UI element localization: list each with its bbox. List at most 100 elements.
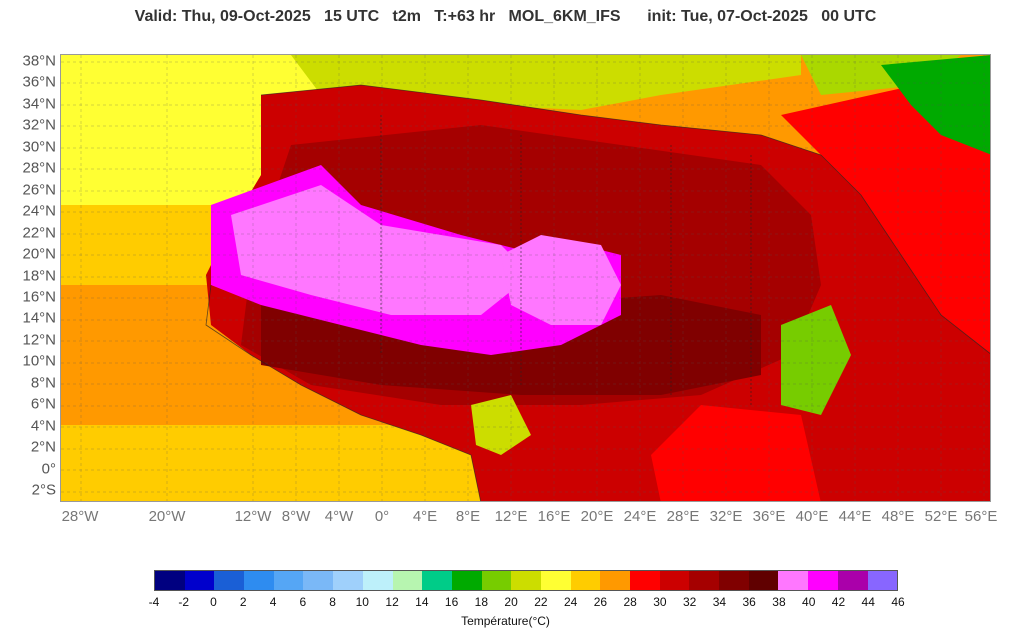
colorbar-tick-label: 34 [712,595,727,609]
temperature-colorbar [154,570,898,591]
colorbar-swatch [481,571,512,590]
latitude-label: 16°N [22,288,56,306]
colorbar-swatch [808,571,838,590]
colorbar-swatch [630,571,660,590]
colorbar-tick-label: 32 [682,595,697,609]
longitude-label: 36°E [752,508,786,525]
latitude-label: 6°N [30,395,56,413]
colorbar-tick-label: 12 [385,595,399,609]
colorbar-swatch [600,571,630,590]
colorbar-tick-label: 14 [415,595,429,609]
colorbar-swatch [303,571,334,590]
colorbar-swatch [778,571,809,590]
gulf-of-guinea-warm [61,425,511,501]
colorbar-tick-label: 46 [891,595,905,609]
latitude-label: 14°N [22,309,56,327]
colorbar-swatch [214,571,245,590]
colorbar-tick-label: 40 [802,595,816,609]
longitude-label: 0° [374,508,390,525]
colorbar-swatch [184,571,215,590]
colorbar-tick-label: 38 [772,595,786,609]
colorbar-tick-label: 16 [444,595,459,609]
arabia-hot [781,75,990,354]
colorbar-swatch [748,571,779,590]
colorbar-tick-label: 6 [299,595,307,609]
colorbar-title: Température(°C) [461,614,550,628]
colorbar-tick-label: -4 [148,595,160,609]
colorbar-swatch [362,571,393,590]
latitude-label: 18°N [22,267,56,284]
colorbar-tick-label: 30 [653,595,667,609]
latitude-label: 2°S [31,481,56,499]
central-sahara-peak [501,235,621,325]
colorbar-tick-label: 8 [329,595,336,609]
ethiopian-highlands [781,305,851,415]
colorbar-swatch [392,571,423,590]
colorbar-swatch [422,571,452,590]
longitude-label: 12°E [494,508,528,525]
graticule [61,55,990,501]
latitude-label: 4°N [30,417,56,435]
arabia-mountains [881,55,990,155]
colorbar-tick-label: 44 [861,595,875,609]
longitude-label: 44°E [838,508,872,525]
colorbar-swatch [570,571,601,590]
latitude-label: 10°N [22,352,56,370]
colorbar-swatch [719,571,749,590]
longitude-label: 20°E [580,508,614,525]
longitude-label: 12°W [234,508,272,525]
colorbar-tick-label: 24 [563,595,578,609]
longitude-label: 28°E [666,508,700,525]
longitude-label: 52°E [924,508,958,525]
map-title: Valid: Thu, 09-Oct-2025 15 UTC t2m T:+63… [134,8,877,25]
western-sahara-peak [231,185,531,315]
colorbar-tick-label: 28 [623,595,637,609]
latitude-label: 38°N [22,52,56,70]
latitude-label: 30°N [22,138,56,156]
latitude-label: 24°N [22,202,56,220]
longitude-label: 8°E [455,508,481,525]
latitude-label: 34°N [22,95,56,113]
latitude-label: 36°N [22,73,56,91]
guinea-coast-green [471,395,531,455]
borders [205,84,990,501]
colorbar-tick-label: 36 [742,595,756,609]
colorbar-swatch [273,571,304,590]
colorbar-swatch [333,571,363,590]
longitude-label: 28°W [61,508,99,525]
colorbar-swatch [451,571,482,590]
ocean-band-warm [61,205,211,285]
latitude-label: 12°N [22,331,56,349]
temperature-map[interactable] [60,54,991,502]
longitude-label: 16°E [537,508,571,525]
colorbar-tick-label: 2 [239,595,247,609]
latitude-label: 0° [41,460,56,478]
longitude-label: 24°E [623,508,657,525]
colorbar-swatch [837,571,868,590]
colorbar-swatch [244,571,274,590]
colorbar-tick-label: 18 [474,595,489,609]
longitude-label: 4°W [324,508,354,525]
colorbar-tick-label: 26 [593,595,608,609]
colorbar-swatch [659,571,690,590]
latitude-label: 28°N [22,159,56,177]
colorbar-tick-label: 22 [534,595,548,609]
map-canvas [61,55,990,501]
colorbar-swatch [540,571,571,590]
colorbar-tick-label: 0 [210,595,217,609]
longitude-label: 8°W [281,508,311,525]
east-africa-hot [651,405,821,501]
longitude-label: 48°E [881,508,915,525]
longitude-label: 32°E [709,508,743,525]
colorbar-swatch [155,571,185,590]
colorbar-tick-label: 20 [504,595,518,609]
longitude-label: 40°E [795,508,829,525]
longitude-label: 20°W [148,508,186,525]
latitude-label: 22°N [22,224,56,242]
latitude-label: 8°N [30,374,56,392]
longitude-label: 56°E [964,508,998,525]
colorbar-tick-label: -2 [178,595,190,609]
colorbar-swatch [867,571,898,590]
colorbar-tick-label: 4 [269,595,277,609]
latitude-label: 2°N [30,438,56,456]
